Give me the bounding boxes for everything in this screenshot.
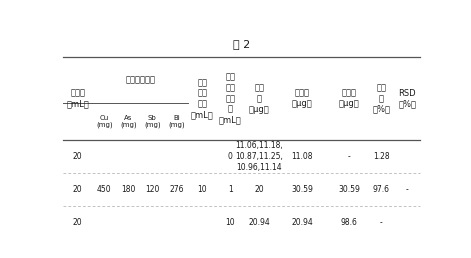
Text: 测定值
（μg）: 测定值 （μg） (292, 89, 313, 108)
Text: 过氧
化氢
加入
量
（mL）: 过氧 化氢 加入 量 （mL） (219, 72, 242, 125)
Text: 取样量
（mL）: 取样量 （mL） (66, 89, 89, 108)
Text: RSD
（%）: RSD （%） (398, 89, 416, 108)
Text: 276: 276 (169, 185, 184, 194)
Text: 酒石
酸加
入量
（mL）: 酒石 酸加 入量 （mL） (191, 78, 214, 119)
Text: -: - (348, 152, 350, 161)
Text: 20: 20 (254, 185, 264, 194)
Text: 120: 120 (145, 185, 160, 194)
Text: 20: 20 (73, 218, 82, 227)
Text: 20: 20 (73, 152, 82, 161)
Text: 10: 10 (225, 218, 235, 227)
Text: 20.94: 20.94 (292, 218, 313, 227)
Text: 表 2: 表 2 (233, 39, 250, 49)
Text: -: - (406, 185, 409, 194)
Text: 平均值
（μg）: 平均值 （μg） (339, 89, 359, 108)
Text: -: - (380, 218, 382, 227)
Text: 0: 0 (227, 152, 233, 161)
Text: 10: 10 (197, 185, 207, 194)
Text: Cu
(mg): Cu (mg) (96, 115, 113, 128)
Text: 450: 450 (97, 185, 112, 194)
Text: 回收
率
（%）: 回收 率 （%） (372, 83, 390, 114)
Text: 1.28: 1.28 (373, 152, 390, 161)
Text: Bi
(mg): Bi (mg) (168, 115, 185, 128)
Text: As
(mg): As (mg) (120, 115, 137, 128)
Text: 杂质离子含量: 杂质离子含量 (125, 75, 155, 84)
Text: 30.59: 30.59 (292, 185, 313, 194)
Text: 1: 1 (228, 185, 233, 194)
Text: 180: 180 (121, 185, 136, 194)
Text: 20.94: 20.94 (248, 218, 270, 227)
Text: 97.6: 97.6 (373, 185, 390, 194)
Text: 11.06,11.18,
10.87,11.25,
10.96,11.14: 11.06,11.18, 10.87,11.25, 10.96,11.14 (235, 141, 283, 172)
Text: 加标
量
（μg）: 加标 量 （μg） (249, 83, 269, 114)
Text: 98.6: 98.6 (341, 218, 357, 227)
Text: Sb
(mg): Sb (mg) (144, 115, 161, 128)
Text: 20: 20 (73, 185, 82, 194)
Text: 30.59: 30.59 (338, 185, 360, 194)
Text: 11.08: 11.08 (292, 152, 313, 161)
